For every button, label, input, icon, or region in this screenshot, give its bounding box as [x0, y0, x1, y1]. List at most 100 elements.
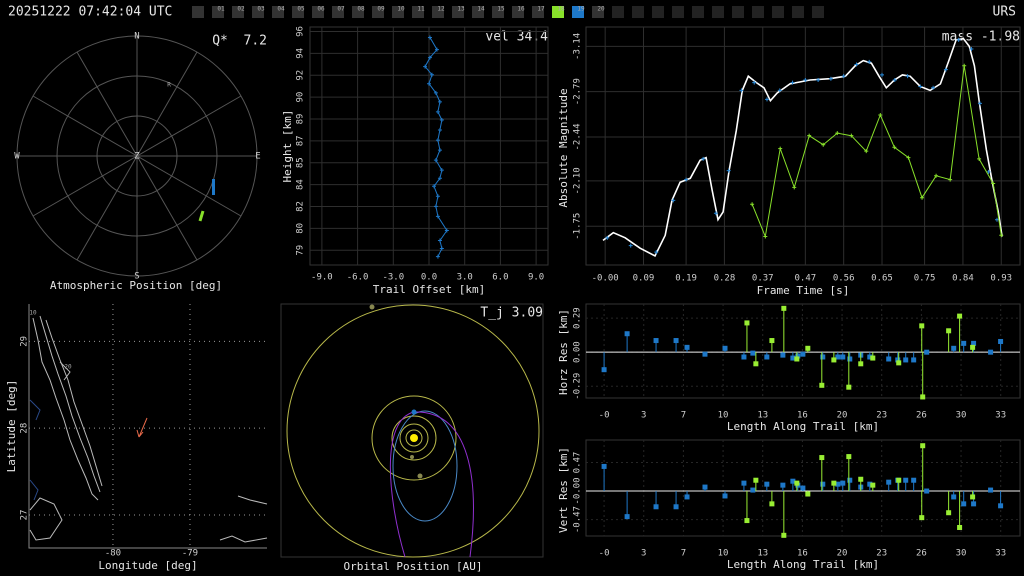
point: [934, 173, 939, 178]
direction: S: [134, 272, 139, 282]
slot-box: [752, 6, 764, 18]
y-tick-label: 29: [20, 336, 30, 347]
point: [903, 357, 909, 363]
x-tick-label: 0.37: [752, 274, 774, 284]
x-tick-label: 0.0: [421, 273, 437, 283]
point: [624, 331, 630, 337]
point: [896, 360, 902, 366]
point: [858, 476, 864, 482]
point: [433, 204, 438, 209]
point: [951, 345, 957, 351]
point: [601, 367, 607, 373]
point: [764, 354, 770, 360]
point: [920, 443, 926, 449]
slot-box: [252, 6, 264, 18]
x-tick-label: 13: [757, 411, 768, 421]
slot-label: 04: [277, 6, 285, 13]
slot-label: 10: [397, 6, 405, 13]
map-label: 20: [64, 364, 72, 371]
y-tick-label: -0.47: [573, 506, 583, 533]
point: [969, 46, 974, 51]
y-tick-label: -2.79: [573, 78, 583, 105]
point: [794, 356, 800, 362]
point: [431, 184, 436, 189]
y-tick-label: 82: [296, 201, 306, 212]
slot-box: [212, 6, 224, 18]
slot-box: [612, 6, 624, 18]
y-tick-label: -2.44: [573, 123, 583, 150]
slot-label: 07: [337, 6, 345, 13]
point: [835, 481, 841, 487]
point: [792, 185, 797, 190]
point: [701, 156, 706, 161]
point: [790, 80, 795, 85]
point: [948, 177, 953, 182]
point: [918, 84, 923, 89]
slot-label: 06: [317, 6, 325, 13]
point: [437, 99, 442, 104]
station: URS: [993, 5, 1016, 20]
point: [769, 338, 775, 344]
point: [763, 234, 768, 239]
point: [847, 477, 853, 483]
y-tick-label: 0.00: [573, 341, 583, 363]
x-tick-label: 0.75: [914, 274, 936, 284]
y-tick-label: 94: [296, 48, 306, 59]
slot-label: 17: [537, 6, 545, 13]
slot-label: 18: [557, 6, 565, 13]
axis-label: Trail Offset [km]: [373, 283, 486, 296]
point: [684, 344, 690, 350]
point: [999, 233, 1004, 238]
point: [870, 482, 876, 488]
point: [805, 491, 811, 497]
point: [840, 480, 846, 486]
point: [435, 214, 440, 219]
plot-frame: [585, 26, 1021, 266]
point: [437, 128, 442, 133]
point: [988, 487, 994, 493]
point: [795, 353, 801, 359]
slot-box: [532, 6, 544, 18]
plot-frame: [585, 439, 1021, 537]
point: [870, 355, 876, 361]
x-tick-label: 0.19: [675, 274, 697, 284]
x-tick-label: 0.93: [990, 274, 1012, 284]
point: [739, 88, 744, 93]
point: [919, 323, 925, 329]
axis-label: Horz Res [km]: [557, 309, 570, 395]
x-tick-label: 7: [681, 411, 686, 421]
y-tick-label: 90: [296, 92, 306, 103]
slot-box: [552, 6, 564, 18]
plot-frame: [585, 303, 1021, 399]
slot-box: [692, 6, 704, 18]
point: [434, 47, 439, 52]
marker-label: R: [167, 82, 171, 89]
point: [794, 480, 800, 486]
x-tick-label: -6.0: [347, 273, 369, 283]
x-tick-label: 6.0: [492, 273, 508, 283]
point: [820, 354, 826, 360]
x-tick-label: 0.28: [714, 274, 736, 284]
point: [854, 62, 859, 67]
slot-box: [772, 6, 784, 18]
slot-label: 01: [217, 6, 225, 13]
point: [654, 250, 659, 255]
point: [841, 74, 846, 79]
point: [971, 501, 977, 507]
x-tick-label: 0.09: [633, 274, 655, 284]
slot-label: 09: [377, 6, 385, 13]
point: [778, 146, 783, 151]
timestamp: 20251222 07:42:04 UTC: [8, 5, 172, 20]
point: [977, 101, 982, 106]
y-tick-label: 0.29: [573, 307, 583, 329]
point: [673, 504, 679, 510]
point: [433, 90, 438, 95]
x-tick-label: -0.00: [592, 274, 619, 284]
point: [435, 254, 440, 259]
x-tick-label: 3: [641, 549, 646, 559]
point: [920, 195, 925, 200]
point: [684, 494, 690, 500]
sun: [410, 434, 418, 442]
